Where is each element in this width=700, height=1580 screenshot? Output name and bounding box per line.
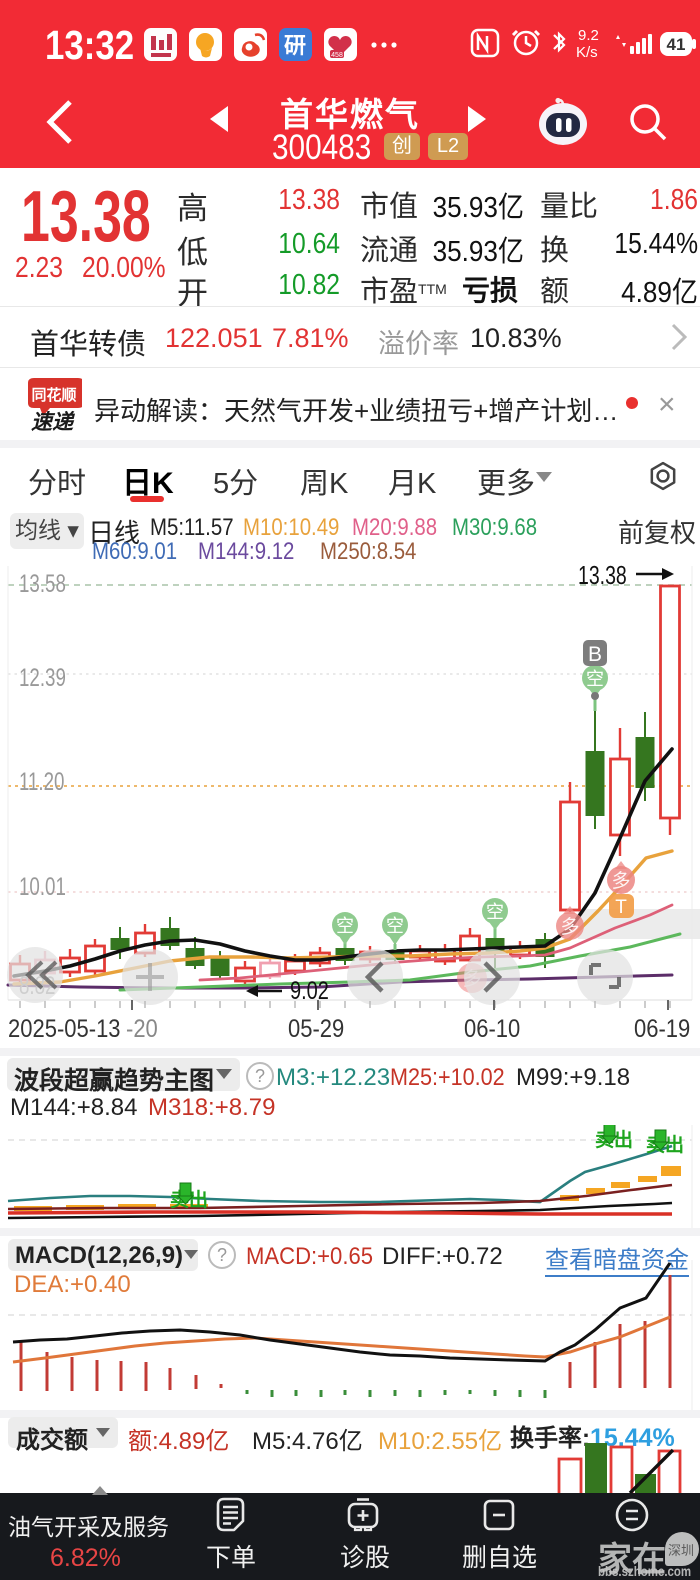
svg-text:9.02: 9.02 <box>290 977 329 1005</box>
svg-text:13.38: 13.38 <box>578 560 627 589</box>
svg-text:研: 研 <box>284 33 306 58</box>
svg-text:空: 空 <box>586 669 604 689</box>
svg-text:10.01: 10.01 <box>19 872 66 900</box>
svg-text:41: 41 <box>667 35 686 54</box>
svg-text:空: 空 <box>386 916 404 936</box>
svg-text:12.39: 12.39 <box>19 663 66 691</box>
svg-text:13.58: 13.58 <box>19 569 66 597</box>
svg-text:空: 空 <box>486 902 504 922</box>
svg-text:空: 空 <box>336 916 354 936</box>
svg-text:同花顺: 同花顺 <box>31 386 76 404</box>
svg-text:B: B <box>588 643 602 666</box>
svg-text:T: T <box>615 897 627 918</box>
svg-text:458: 458 <box>331 52 343 59</box>
svg-text:速递: 速递 <box>31 410 76 434</box>
svg-text:多: 多 <box>560 916 579 938</box>
svg-text:K/s: K/s <box>576 44 598 61</box>
svg-text:多: 多 <box>611 870 630 892</box>
svg-text:9.2: 9.2 <box>578 27 599 44</box>
svg-text:11.20: 11.20 <box>19 767 65 795</box>
